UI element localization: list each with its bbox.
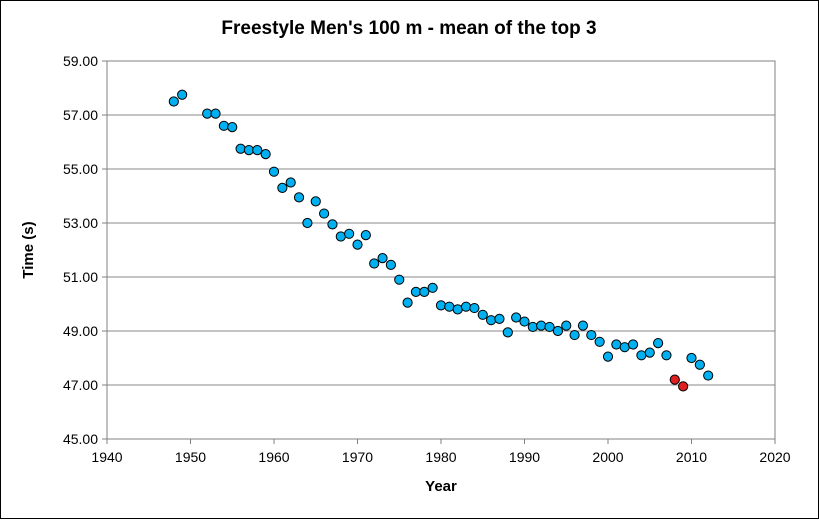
highlight-point-2009 — [678, 381, 689, 392]
x-tick-label: 1980 — [425, 449, 456, 465]
y-tick-label: 59.00 — [63, 53, 98, 69]
data-point-1969 — [344, 228, 355, 239]
data-point-1959 — [260, 149, 271, 160]
x-tick-label: 2000 — [592, 449, 623, 465]
data-point-1954 — [218, 120, 229, 131]
data-point-2000 — [602, 351, 614, 362]
data-point-1972 — [369, 258, 380, 269]
data-point-2005 — [644, 347, 655, 358]
y-tick-label: 45.00 — [63, 431, 98, 447]
data-point-1997 — [577, 320, 589, 331]
data-point-1985 — [477, 309, 488, 320]
x-tick-label: 1990 — [509, 449, 540, 465]
data-point-1975 — [394, 274, 405, 285]
data-point-1968 — [335, 231, 346, 242]
x-tick-label: 2010 — [676, 449, 707, 465]
data-point-1970 — [352, 239, 363, 250]
y-tick-label: 53.00 — [63, 215, 98, 231]
data-point-2010 — [686, 352, 697, 364]
data-point-1965 — [310, 196, 321, 207]
data-point-2002 — [619, 342, 630, 353]
y-tick-label: 57.00 — [63, 107, 98, 123]
data-point-1949 — [177, 89, 188, 100]
data-point-1971 — [360, 230, 371, 241]
data-point-1990 — [519, 316, 530, 327]
data-point-2004 — [636, 350, 647, 361]
x-tick-label: 1970 — [342, 449, 373, 465]
data-point-1981 — [444, 301, 455, 312]
highlight-point-2008 — [669, 374, 680, 385]
data-point-1984 — [469, 302, 480, 314]
x-tick-label: 2020 — [759, 449, 790, 465]
data-point-1961 — [277, 182, 288, 193]
data-point-1977 — [410, 286, 422, 297]
data-points — [168, 89, 714, 392]
data-point-1993 — [544, 321, 555, 333]
data-point-1980 — [435, 300, 447, 311]
data-point-1998 — [586, 329, 597, 341]
data-point-1983 — [460, 301, 472, 312]
data-point-1999 — [594, 336, 605, 347]
data-point-1963 — [293, 192, 305, 203]
data-point-1955 — [227, 122, 238, 133]
data-point-1995 — [561, 320, 572, 331]
data-point-1976 — [402, 297, 413, 308]
y-tick-label: 49.00 — [63, 323, 98, 339]
data-point-1956 — [235, 143, 246, 154]
data-point-1986 — [486, 315, 497, 326]
data-point-1964 — [302, 217, 313, 229]
data-point-1967 — [327, 219, 338, 230]
data-point-2001 — [611, 339, 622, 350]
data-point-1962 — [285, 177, 296, 188]
data-point-1989 — [511, 312, 522, 323]
x-tick-label: 1950 — [175, 449, 206, 465]
data-point-2012 — [703, 370, 714, 381]
data-point-2006 — [653, 338, 664, 349]
data-point-1953 — [210, 108, 221, 119]
data-point-1991 — [527, 321, 538, 333]
data-point-1973 — [377, 253, 388, 264]
data-point-2003 — [627, 339, 639, 350]
y-tick-label: 51.00 — [63, 269, 98, 285]
x-tick-label: 1940 — [91, 449, 122, 465]
data-point-1982 — [452, 304, 463, 315]
data-point-1988 — [502, 327, 513, 338]
y-axis-title: Time (s) — [20, 221, 37, 278]
data-point-1948 — [168, 96, 179, 107]
data-point-2007 — [661, 350, 672, 361]
y-tick-label: 55.00 — [63, 161, 98, 177]
gridlines — [107, 114, 775, 386]
chart-title: Freestyle Men's 100 m - mean of the top … — [221, 18, 596, 39]
data-point-1958 — [252, 145, 263, 156]
data-point-1960 — [268, 166, 280, 177]
y-tick-label: 47.00 — [63, 377, 98, 393]
data-point-1952 — [202, 108, 213, 119]
data-point-1994 — [552, 325, 564, 337]
data-point-1974 — [385, 259, 396, 270]
data-point-1957 — [243, 145, 255, 156]
data-point-1996 — [569, 329, 580, 341]
data-point-1992 — [536, 320, 547, 331]
data-point-1979 — [427, 282, 438, 293]
data-point-1966 — [319, 208, 330, 219]
data-point-2011 — [694, 359, 705, 370]
x-axis-title: Year — [425, 478, 457, 495]
data-point-1978 — [419, 286, 430, 297]
x-tick-label: 1960 — [258, 449, 289, 465]
data-point-1987 — [494, 313, 505, 324]
axis-ticks: 45.00 47.00 49.00 51.00 53.00 55.00 57.00 59.00… — [63, 53, 791, 465]
